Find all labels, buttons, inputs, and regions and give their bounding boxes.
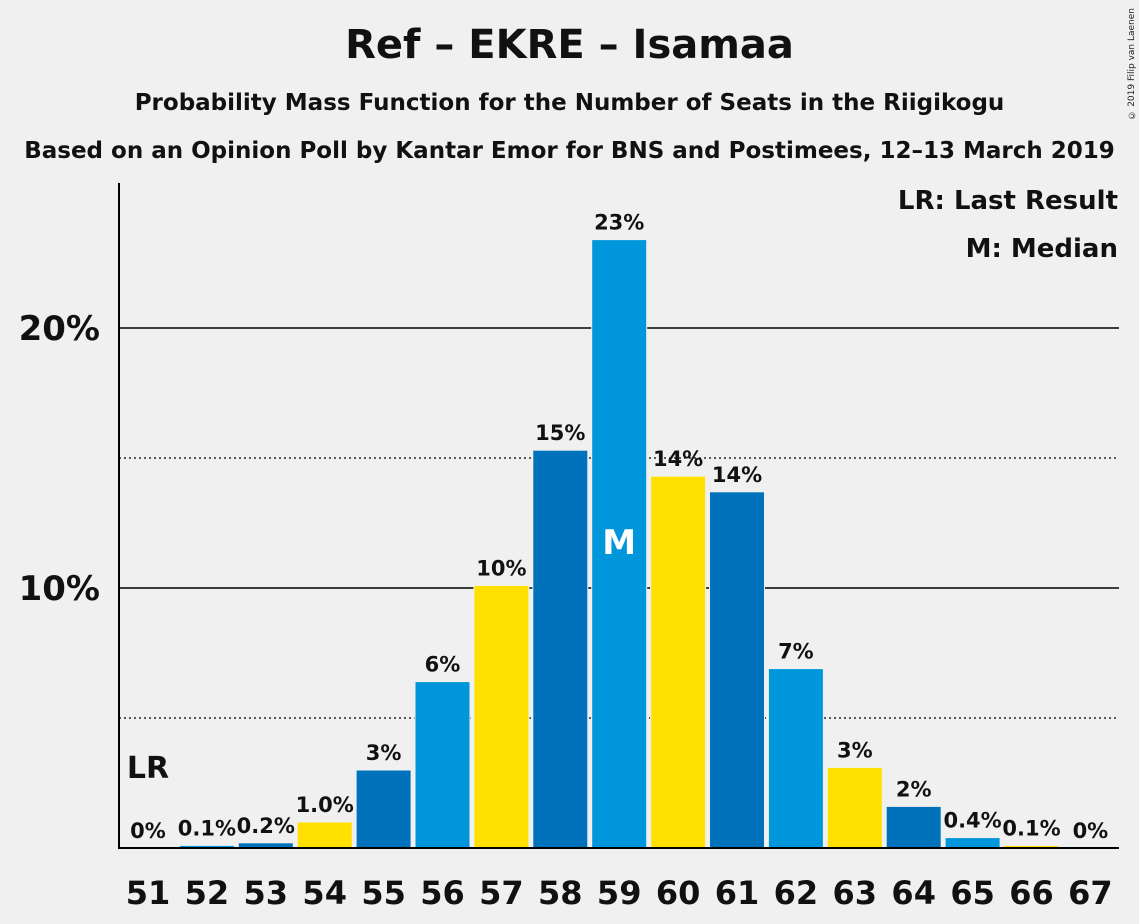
data-label: 0.2%: [237, 814, 295, 838]
data-label: 0%: [1073, 819, 1109, 843]
x-tick-label: 55: [361, 874, 406, 912]
x-tick-label: 67: [1068, 874, 1113, 912]
data-label: 14%: [653, 447, 703, 471]
x-tick-label: 64: [891, 874, 936, 912]
x-tick-label: 63: [833, 874, 878, 912]
bar-seat-55: [355, 769, 412, 849]
bar-seat-61: [709, 491, 765, 849]
y-tick-label: 20%: [19, 309, 100, 349]
x-tick-label: 54: [302, 874, 347, 912]
data-label: 1.0%: [296, 793, 354, 817]
data-label: 7%: [778, 640, 814, 664]
data-label: 0.1%: [178, 816, 236, 840]
bar-seat-62: [767, 668, 824, 849]
data-label: 2%: [896, 777, 932, 801]
bar-seat-59: [591, 239, 648, 849]
x-tick-label: 58: [538, 874, 583, 912]
legend-last-result: LR: Last Result: [898, 186, 1118, 216]
bar-seat-56: [414, 681, 471, 849]
x-tick-label: 59: [597, 874, 642, 912]
data-label: 23%: [594, 211, 644, 235]
data-label: 14%: [712, 463, 762, 487]
last-result-marker: LR: [127, 751, 169, 786]
bar-seat-65: [944, 837, 1001, 849]
data-label: 15%: [535, 421, 585, 445]
chart-source-subtitle: Based on an Opinion Poll by Kantar Emor …: [24, 138, 1115, 164]
median-marker: M: [602, 523, 636, 563]
bar-seat-63: [826, 766, 883, 849]
bar-seat-57: [473, 584, 530, 849]
x-tick-label: 53: [244, 874, 289, 912]
chart-subtitle: Probability Mass Function for the Number…: [134, 90, 1005, 116]
legend-median: M: Median: [966, 234, 1118, 264]
x-tick-label: 65: [950, 874, 995, 912]
bar-seat-54: [296, 821, 353, 849]
x-tick-label: 52: [185, 874, 230, 912]
x-tick-label: 57: [479, 874, 524, 912]
y-tick-label: 10%: [19, 569, 100, 609]
data-label: 0%: [130, 819, 166, 843]
x-tick-label: 62: [774, 874, 819, 912]
x-tick-label: 60: [656, 874, 701, 912]
x-tick-label: 56: [420, 874, 465, 912]
data-label: 0.1%: [1002, 816, 1060, 840]
bar-seat-64: [885, 805, 942, 849]
x-tick-label: 51: [126, 874, 171, 912]
bar-seat-58: [532, 449, 589, 849]
x-tick-label: 66: [1009, 874, 1054, 912]
bar-seat-60: [650, 475, 707, 849]
data-label: 3%: [837, 738, 873, 762]
data-label: 0.4%: [943, 809, 1001, 833]
x-tick-label: 61: [715, 874, 760, 912]
data-label: 6%: [425, 653, 461, 677]
chart-title: Ref – EKRE – Isamaa: [345, 22, 794, 68]
data-label: 3%: [366, 741, 402, 765]
data-label: 10%: [476, 556, 526, 580]
